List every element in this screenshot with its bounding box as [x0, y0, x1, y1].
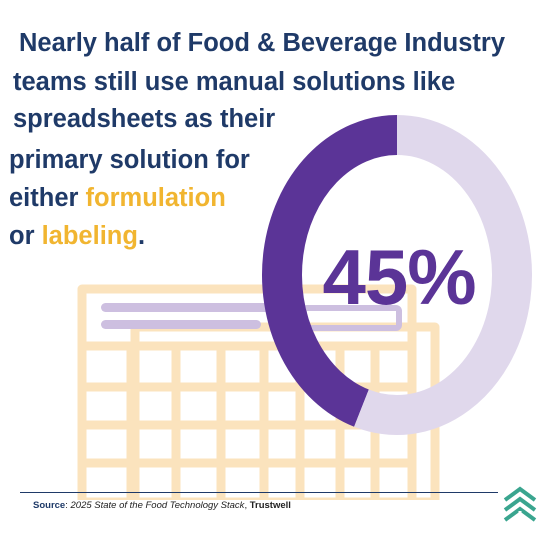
percentage-value: 45%	[322, 233, 476, 321]
headline-line-1: Nearly half of Food & Beverage Industry	[19, 29, 506, 57]
headline-line-6: or labeling.	[9, 222, 146, 250]
accent-formulation: formulation	[85, 184, 226, 212]
source-label: Source	[33, 500, 66, 511]
source-comma: ,	[244, 500, 250, 511]
headline-line-5-text: either	[9, 184, 86, 212]
source-title: 2025 State of the Food Technology Stack	[70, 500, 245, 511]
headline-line-6-text: or	[9, 222, 42, 250]
donut-slice-remainder	[354, 115, 532, 435]
headline-line-5: either formulation	[9, 184, 226, 212]
source-sep: :	[65, 500, 71, 511]
footer-divider	[20, 492, 498, 493]
source-citation: Source: 2025 State of the Food Technolog…	[33, 500, 291, 511]
headline-line-2: teams still use manual solutions like	[13, 68, 456, 96]
source-org: Trustwell	[249, 500, 291, 511]
headline-line-4: primary solution for	[9, 146, 250, 174]
donut-chart	[262, 115, 532, 435]
headline: Nearly half of Food & Beverage Industry …	[0, 0, 560, 260]
trustwell-logo-icon	[503, 486, 537, 526]
accent-labeling: labeling	[41, 222, 138, 250]
donut-slice-value	[262, 115, 398, 427]
headline-line-3: spreadsheets as their	[13, 105, 276, 133]
headline-line-6-period: .	[137, 222, 146, 250]
